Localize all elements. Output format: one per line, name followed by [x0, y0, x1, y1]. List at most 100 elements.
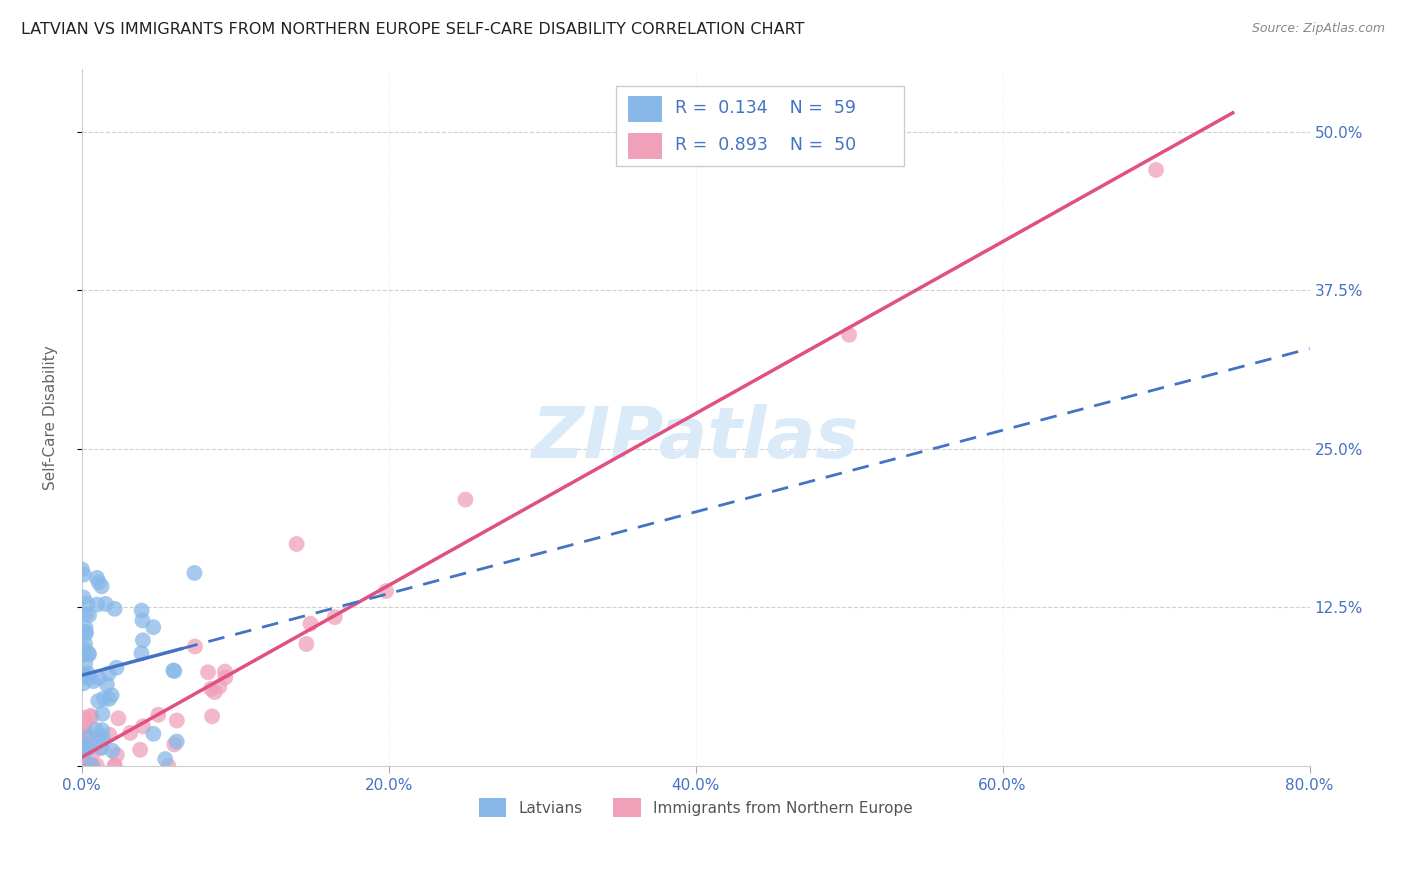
Point	[75, 759, 97, 773]
Point	[77, 646, 100, 660]
Text: R =  0.134    N =  59: R = 0.134 N = 59	[675, 99, 856, 117]
Text: R =  0.893    N =  50: R = 0.893 N = 50	[675, 136, 856, 154]
Point	[90, 579, 112, 593]
Point	[107, 711, 129, 725]
Point	[89, 740, 111, 755]
Point	[163, 664, 186, 678]
Point	[80, 759, 103, 773]
FancyBboxPatch shape	[616, 86, 904, 166]
Point	[103, 759, 125, 773]
Point	[155, 752, 177, 766]
Point	[200, 681, 222, 696]
Point	[82, 674, 104, 689]
Point	[75, 724, 97, 739]
Point	[86, 759, 108, 773]
Point	[96, 677, 118, 691]
Point	[77, 608, 100, 623]
Point	[77, 759, 100, 773]
Point	[87, 575, 110, 590]
Y-axis label: Self-Care Disability: Self-Care Disability	[44, 345, 58, 490]
Point	[214, 670, 236, 684]
Point	[75, 739, 97, 754]
Point	[75, 607, 97, 622]
Point	[148, 707, 170, 722]
FancyBboxPatch shape	[628, 133, 662, 159]
Point	[166, 734, 188, 748]
Point	[98, 728, 121, 742]
Point	[183, 566, 205, 580]
Point	[162, 664, 184, 678]
Point	[105, 661, 128, 675]
Point	[73, 759, 96, 773]
Point	[76, 666, 98, 681]
Point	[73, 744, 96, 758]
Point	[323, 610, 346, 624]
Point	[129, 743, 152, 757]
Point	[100, 688, 122, 702]
Point	[80, 710, 103, 724]
Point	[76, 739, 98, 754]
Point	[77, 730, 100, 744]
Point	[104, 602, 127, 616]
Point	[120, 726, 142, 740]
Point	[142, 620, 165, 634]
Point	[131, 614, 153, 628]
Point	[72, 648, 94, 662]
Point	[163, 738, 186, 752]
Point	[75, 624, 97, 639]
FancyBboxPatch shape	[628, 95, 662, 122]
Point	[73, 711, 96, 725]
Text: Source: ZipAtlas.com: Source: ZipAtlas.com	[1251, 22, 1385, 36]
Point	[79, 708, 101, 723]
Point	[75, 637, 97, 651]
Point	[91, 706, 114, 721]
Point	[101, 744, 124, 758]
Point	[94, 597, 117, 611]
Point	[104, 759, 127, 773]
Point	[73, 567, 96, 582]
Point	[73, 641, 96, 656]
Point	[76, 597, 98, 611]
Point	[166, 714, 188, 728]
Point	[838, 327, 860, 342]
Point	[82, 759, 104, 773]
Point	[295, 637, 318, 651]
Point	[82, 747, 104, 762]
Point	[375, 584, 398, 599]
Point	[80, 757, 103, 772]
Point	[184, 640, 207, 654]
Point	[208, 680, 231, 694]
Point	[131, 646, 153, 660]
Point	[75, 626, 97, 640]
Point	[77, 648, 100, 662]
Point	[142, 727, 165, 741]
Point	[72, 759, 94, 773]
Point	[75, 656, 97, 670]
Point	[73, 759, 96, 773]
Point	[84, 738, 107, 752]
Point	[82, 759, 104, 773]
Point	[197, 665, 219, 680]
Point	[86, 571, 108, 585]
Point	[73, 759, 96, 773]
Point	[157, 759, 180, 773]
Point	[299, 616, 322, 631]
Point	[91, 723, 114, 738]
Point	[77, 740, 100, 755]
Point	[105, 747, 128, 762]
Point	[70, 562, 93, 576]
Point	[87, 694, 110, 708]
Point	[70, 668, 93, 682]
Point	[75, 621, 97, 635]
Point	[90, 740, 112, 755]
Point	[72, 676, 94, 690]
Point	[72, 745, 94, 759]
Point	[75, 759, 97, 773]
Point	[73, 717, 96, 731]
Point	[132, 719, 155, 733]
Point	[87, 729, 110, 743]
Point	[132, 633, 155, 648]
Point	[285, 537, 308, 551]
Text: ZIPatlas: ZIPatlas	[531, 403, 859, 473]
Point	[204, 685, 226, 699]
